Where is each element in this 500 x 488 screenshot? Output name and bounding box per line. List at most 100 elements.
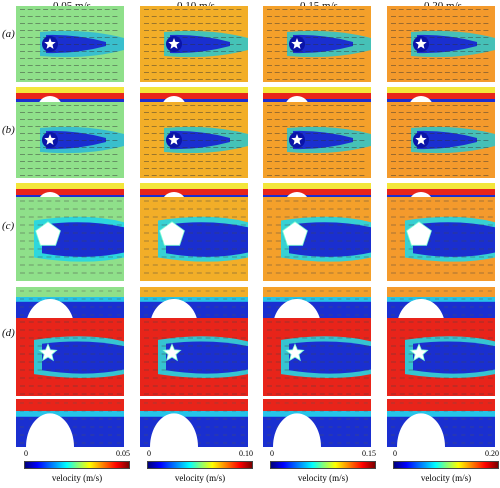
colorbar-4: 0 0.20 velocity (m/s) (393, 449, 500, 485)
flow-panel-c-top-col1 (16, 197, 124, 281)
star-cross-section (38, 343, 58, 362)
star-cross-section (44, 38, 56, 49)
colorbar-unit-label: velocity (m/s) (420, 473, 472, 483)
flow-panel-d-top-col1 (16, 318, 124, 396)
band-mid (387, 297, 495, 302)
flow-panel-c-top-col3 (263, 197, 371, 281)
colorbar-max-tick: 0.05 (116, 449, 130, 458)
colorbar-1: 0 0.05 velocity (m/s) (24, 449, 136, 485)
colorbar-max-tick: 0.20 (485, 449, 499, 458)
wake-core (46, 34, 106, 54)
flow-panel-a-top-col4 (387, 6, 495, 82)
band-top (140, 87, 248, 93)
band-top (387, 287, 495, 297)
band-top (16, 87, 124, 93)
band-top (140, 183, 248, 189)
colorbar-unit-label: velocity (m/s) (51, 473, 103, 483)
colorbar-max-tick: 0.10 (239, 449, 253, 458)
flow-panel-d-bottom-col3 (263, 399, 371, 447)
band-top (140, 287, 248, 297)
row-label-c: (c) (2, 220, 15, 232)
star-cross-section (415, 38, 427, 49)
band-mid (263, 411, 371, 417)
wake-core (417, 130, 477, 150)
velocity-vectors (267, 9, 365, 80)
band-top (263, 287, 371, 297)
velocity-vectors (391, 105, 489, 176)
colorbar-min-tick: 0 (147, 449, 151, 458)
band-top (263, 183, 371, 189)
star-cross-section (168, 38, 180, 49)
star-cross-section (162, 343, 182, 362)
star-cross-section (168, 134, 180, 145)
obstacle-section (26, 413, 74, 447)
band-top (263, 87, 371, 93)
band-mid (140, 411, 248, 417)
velocity-vectors (267, 402, 368, 444)
star-cross-section (44, 134, 56, 145)
colorbar-min-tick: 0 (24, 449, 28, 458)
flow-panel-a-top-col3 (263, 6, 371, 82)
velocity-vectors (20, 105, 118, 176)
colorbar-3: 0 0.15 velocity (m/s) (270, 449, 382, 485)
colorbar-unit-label: velocity (m/s) (297, 473, 349, 483)
pentagon-cross-section (35, 221, 61, 246)
flow-panel-c-top-col2 (140, 197, 248, 281)
flow-panel-d-bottom-col2 (140, 399, 248, 447)
obstacle-section (397, 413, 445, 447)
band-top (263, 399, 371, 411)
colorbar-gradient (393, 461, 499, 469)
colorbar-gradient (270, 461, 376, 469)
pentagon-cross-section (159, 221, 185, 246)
obstacle-section (150, 413, 198, 447)
colorbar-unit-label: velocity (m/s) (174, 473, 226, 483)
colorbar-min-tick: 0 (393, 449, 397, 458)
flow-panel-a-top-col2 (140, 6, 248, 82)
velocity-vectors (391, 200, 493, 274)
star-cross-section (409, 343, 429, 362)
flow-panel-d-top-col2 (140, 318, 248, 396)
colorbar-max-tick: 0.15 (362, 449, 376, 458)
star-cross-section (415, 134, 427, 145)
band-mid (387, 411, 495, 417)
wake-core (42, 341, 124, 374)
row-label-b: (b) (2, 124, 15, 136)
flow-panel-b-top-col3 (263, 102, 371, 178)
colorbar-2: 0 0.10 velocity (m/s) (147, 449, 259, 485)
wake-core (166, 222, 248, 257)
flow-panel-d-top-col4 (387, 318, 495, 396)
star-cross-section (291, 134, 303, 145)
star-cross-section (291, 38, 303, 49)
band-top (140, 399, 248, 411)
velocity-vectors (144, 105, 242, 176)
row-label-a: (a) (2, 28, 15, 40)
velocity-vectors (267, 105, 365, 176)
wake-core (293, 34, 353, 54)
wake-core (42, 222, 124, 257)
band-mid (16, 411, 124, 417)
flow-panel-b-top-col2 (140, 102, 248, 178)
band-top (16, 287, 124, 297)
velocity-vectors (20, 9, 118, 80)
flow-panel-a-top-col1 (16, 6, 124, 82)
band-top (16, 183, 124, 189)
wake-core (166, 341, 248, 374)
velocity-vectors (391, 321, 493, 395)
wake-core (417, 34, 477, 54)
obstacle-section (273, 413, 321, 447)
flow-panel-d-bottom-col1 (16, 399, 124, 447)
flow-panel-b-top-col4 (387, 102, 495, 178)
wake-core (46, 130, 106, 150)
wake-core (289, 222, 371, 257)
velocity-vectors (391, 9, 489, 80)
pentagon-cross-section (282, 221, 308, 246)
wake-core (413, 341, 495, 374)
colorbar-gradient (147, 461, 253, 469)
colorbar-min-tick: 0 (270, 449, 274, 458)
band-mid (140, 297, 248, 302)
wake-core (289, 341, 371, 374)
band-top (16, 399, 124, 411)
flow-panel-d-top-col3 (263, 318, 371, 396)
band-top (387, 183, 495, 189)
flow-panel-c-top-col4 (387, 197, 495, 281)
